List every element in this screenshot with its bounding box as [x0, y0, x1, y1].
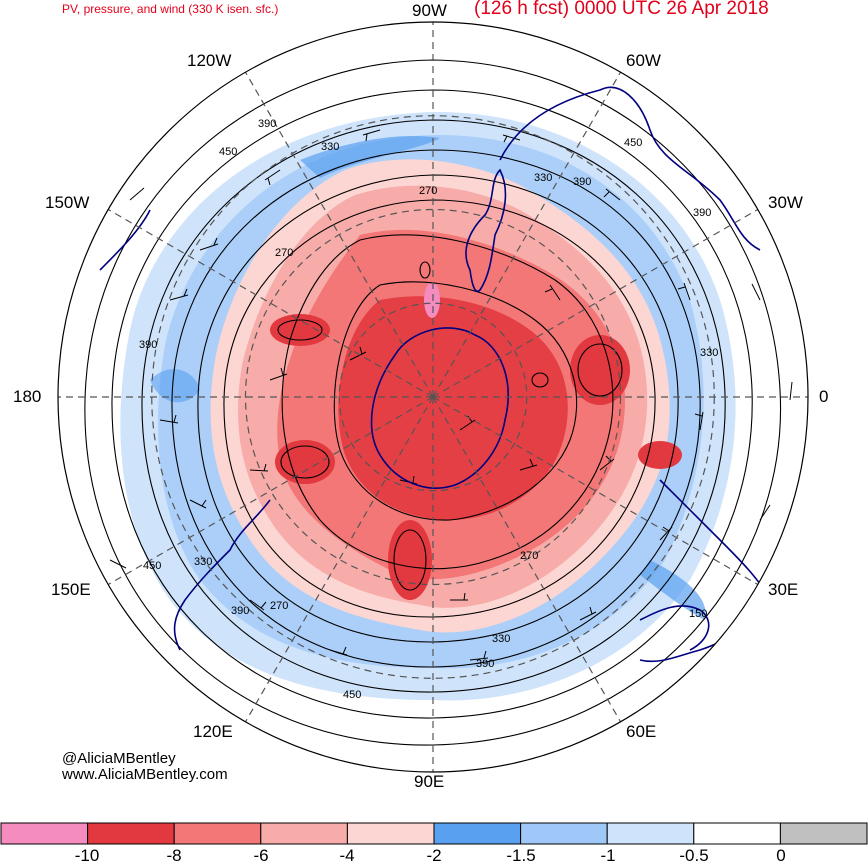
credit-handle: @AliciaMBentley: [62, 750, 176, 767]
colorbar-tick-label: -6: [253, 846, 269, 865]
contour-label: 450: [143, 560, 161, 572]
colorbar-tick-label: -1: [600, 846, 616, 865]
contour-label: 330: [534, 172, 552, 184]
colorbar-swatch: [520, 822, 608, 845]
contour-label: 330: [321, 141, 339, 153]
colorbar-tick-label: -2: [426, 846, 442, 865]
colorbar-tick-label: -8: [166, 846, 182, 865]
meridian-line: [107, 208, 434, 398]
longitude-label-90w: 90W: [412, 1, 447, 20]
contour-label: 150: [689, 608, 707, 620]
contour-label: 390: [573, 176, 591, 188]
contour-label: 390: [693, 207, 711, 219]
pv-core-east: [570, 335, 630, 405]
east-asia-coast: [173, 499, 271, 651]
longitude-label-150w: 150W: [45, 193, 90, 212]
longitude-label-30w: 30W: [768, 193, 803, 212]
anticyclonic-pv-streak-3: [150, 369, 200, 403]
colorbar-tick-label: -4: [339, 846, 355, 865]
north-america-coast: [499, 86, 761, 251]
pv-core-north: [270, 314, 330, 346]
contour-label: 390: [231, 605, 249, 617]
contour-label: 270: [419, 185, 437, 197]
meridian-line: [107, 396, 434, 586]
pv-core-left: [275, 440, 335, 484]
contour-label: 390: [139, 339, 157, 351]
colorbar-swatch: [346, 822, 435, 845]
colorbar-swatch: [260, 822, 348, 845]
contour-label: 450: [624, 137, 642, 149]
contour-label: 450: [219, 146, 237, 158]
wind-barbs: [109, 129, 793, 681]
pv-core-far-east: [638, 441, 682, 469]
meridian-line: [432, 71, 622, 398]
contour-label: 330: [194, 556, 212, 568]
figure-title: PV, pressure, and wind (330 K isen. sfc.…: [62, 2, 279, 16]
colorbar: [0, 822, 868, 845]
latitude-circle: [338, 302, 528, 492]
longitude-label-30e: 30E: [768, 580, 799, 599]
map-boundary: [57, 21, 809, 773]
forecast-time-title: (126 h fcst) 0000 UTC 26 Apr 2018: [474, 0, 769, 19]
colorbar-swatch: [606, 822, 695, 845]
longitude-label-120e: 120E: [193, 722, 233, 741]
longitude-label-180: 180: [13, 387, 42, 406]
longitude-label-60w: 60W: [626, 51, 661, 70]
colorbar-tick-label: -0.5: [679, 846, 709, 865]
scandinavia-coast: [639, 605, 710, 651]
longitude-label-120w: 120W: [187, 51, 232, 70]
colorbar-swatch: [0, 822, 89, 845]
colorbar-swatch: [173, 822, 262, 845]
credit-website: www.AliciaMBentley.com: [62, 766, 228, 783]
contour-label: 390: [476, 658, 494, 670]
colorbar-swatch: [433, 822, 522, 845]
contour-labels: 390 450 330 270 270 390 330 390 450 390 …: [139, 118, 718, 701]
meridian-line: [244, 71, 434, 398]
greenland-coast: [465, 168, 507, 292]
pv-max: [424, 282, 440, 318]
meridian-line: [432, 208, 759, 398]
meridian-line: [432, 396, 759, 586]
meridian-line: [432, 396, 622, 723]
anticyclonic-pv-streak: [300, 136, 440, 178]
colorbar-tick-label: -1.5: [506, 846, 536, 865]
graticule: [58, 22, 808, 772]
colorbar-swatch: [87, 822, 175, 845]
contour-label: 270: [275, 247, 293, 259]
pv-core-south: [388, 520, 432, 600]
contour-label: 270: [270, 600, 288, 612]
colorbar-tick-label: 0: [776, 846, 786, 865]
longitude-label-0: 0: [819, 387, 829, 406]
colorbar-tick-label: -10: [74, 846, 100, 865]
contour-label: 390: [258, 118, 276, 130]
longitude-label-60e: 60E: [626, 722, 657, 741]
meridian-line: [244, 396, 434, 723]
latitude-circle: [244, 208, 622, 586]
contour-label: 450: [343, 689, 361, 701]
longitude-label-90e: 90E: [414, 772, 445, 791]
alaska-coast: [99, 209, 151, 271]
contour-label: 270: [520, 550, 538, 562]
colorbar-swatch: [779, 822, 868, 845]
anticyclonic-pv-streak-2: [640, 560, 706, 620]
contour-label: 330: [700, 347, 718, 359]
latitude-circle: [151, 115, 715, 679]
contour-label: 330: [492, 633, 510, 645]
longitude-label-150e: 150E: [51, 580, 91, 599]
colorbar-swatch: [693, 822, 781, 845]
